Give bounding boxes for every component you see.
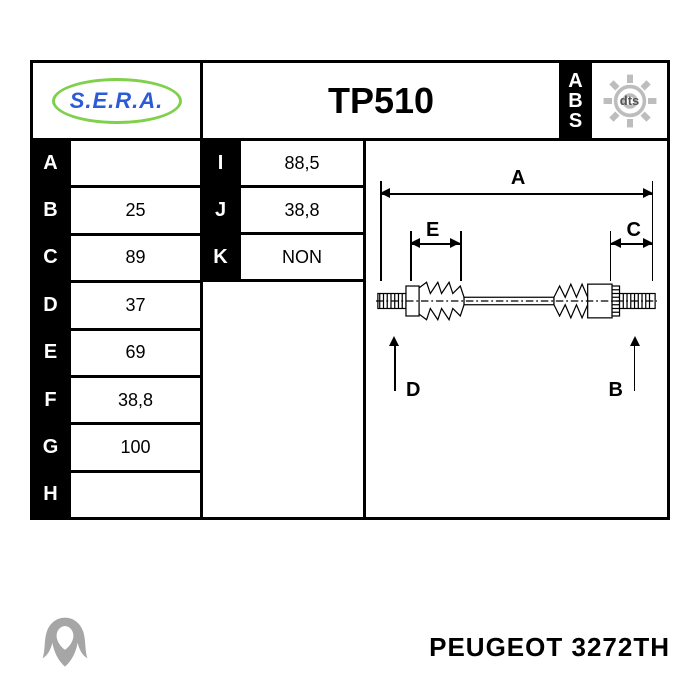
arrowhead-icon [643,238,653,248]
arrowhead-icon [380,188,390,198]
arrowhead-icon [389,336,399,346]
dts-label: dts [620,93,640,108]
table-row: D37 [33,283,200,330]
diagram-cell: A E C [363,141,667,517]
brand-logo-oval: S.E.R.A. [52,78,182,124]
spec-value: 37 [71,283,200,327]
spec-column-1: A B25 C89 D37 E69 F38,8 G100 H [33,141,203,517]
body-row: A B25 C89 D37 E69 F38,8 G100 H I88,5 J38… [33,141,667,517]
spec-value: NON [241,235,363,279]
spec-key: J [203,188,241,232]
dim-label-a: A [511,167,525,190]
spec-value [71,141,200,185]
footer: PEUGEOT 3272TH [30,612,670,682]
table-row: H [33,473,200,517]
table-row: F38,8 [33,378,200,425]
arrowhead-icon [410,238,420,248]
table-row: G100 [33,425,200,472]
drive-shaft-diagram: A E C [376,161,657,497]
spec-key: H [33,473,71,517]
dim-label-c: C [627,219,641,242]
header-row: S.E.R.A. TP510 A B S [33,63,667,141]
spec-column-2: I88,5 J38,8 KNON [203,141,363,517]
footer-part-number: PEUGEOT 3272TH [429,632,670,663]
abs-letter: S [569,111,582,131]
arrowhead-icon [630,336,640,346]
arrowhead-icon [450,238,460,248]
table-row: KNON [203,235,363,282]
dim-line-a [380,193,653,195]
arrowhead-icon [611,238,621,248]
spec-sheet-frame: S.E.R.A. TP510 A B S [30,60,670,520]
spec-key: B [33,188,71,232]
table-row: C89 [33,236,200,283]
pointer-line [634,341,636,391]
abs-badge: A B S [559,63,589,138]
spec-value: 38,8 [71,378,200,422]
dim-label-b: B [609,379,623,402]
spec-key: F [33,378,71,422]
footer-code: 3272TH [572,632,671,662]
spec-value: 38,8 [241,188,363,232]
footer-brand: PEUGEOT [429,632,563,662]
dts-cell: dts [589,63,667,138]
dim-label-e: E [426,219,439,242]
abs-letter: A [568,71,582,91]
spec-key: C [33,236,71,280]
peugeot-lion-icon [30,612,100,682]
spec-value: 89 [71,236,200,280]
brand-logo-text: S.E.R.A. [70,88,164,114]
spec-column-2-spacer [203,282,363,517]
arrowhead-icon [643,188,653,198]
spec-key: E [33,331,71,375]
spec-key: I [203,141,241,185]
spec-value: 88,5 [241,141,363,185]
shaft-svg [376,261,657,341]
table-row: I88,5 [203,141,363,188]
table-row: A [33,141,200,188]
spec-key: K [203,235,241,279]
dim-label-d: D [406,379,420,402]
abs-letter: B [568,91,582,111]
spec-key: D [33,283,71,327]
table-row: E69 [33,331,200,378]
pointer-line [394,341,396,391]
spec-value: 100 [71,425,200,469]
spec-value: 25 [71,188,200,232]
brand-logo-cell: S.E.R.A. [33,63,203,138]
spec-value: 69 [71,331,200,375]
part-title: TP510 [203,63,559,138]
table-row: J38,8 [203,188,363,235]
spec-value [71,473,200,517]
spec-key: G [33,425,71,469]
table-row: B25 [33,188,200,235]
spec-key: A [33,141,71,185]
